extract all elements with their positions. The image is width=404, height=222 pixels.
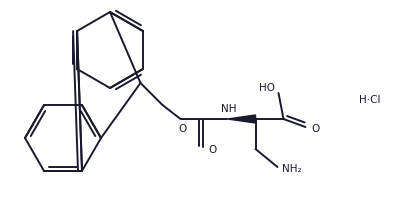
Text: NH₂: NH₂ bbox=[282, 164, 301, 174]
Text: HO: HO bbox=[259, 83, 274, 93]
Text: O: O bbox=[311, 124, 320, 134]
Text: O: O bbox=[208, 145, 217, 155]
Polygon shape bbox=[227, 115, 255, 123]
Text: NH: NH bbox=[221, 104, 236, 114]
Text: H·Cl: H·Cl bbox=[359, 95, 381, 105]
Text: O: O bbox=[179, 124, 187, 134]
